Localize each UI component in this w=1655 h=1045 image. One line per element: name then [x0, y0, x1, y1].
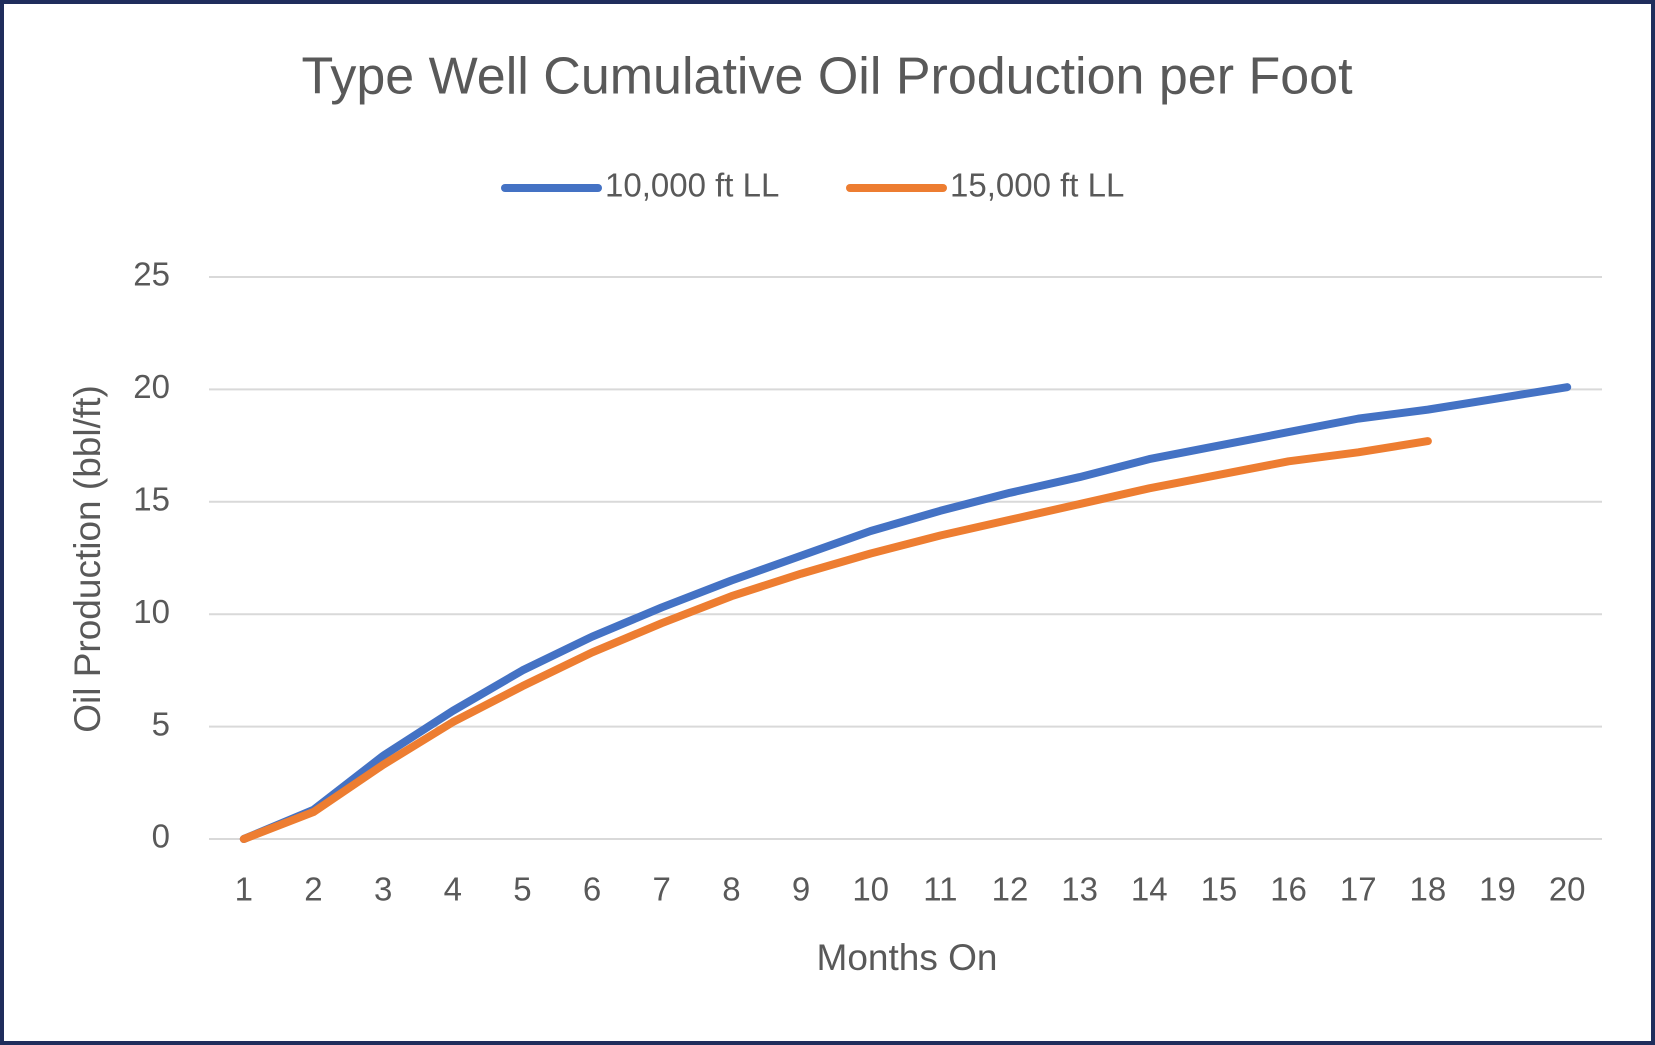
x-tick-label: 16	[1270, 871, 1307, 908]
x-tick-label: 10	[852, 871, 889, 908]
x-tick-label: 7	[653, 871, 671, 908]
x-tick-label: 19	[1479, 871, 1516, 908]
x-tick-label: 14	[1131, 871, 1168, 908]
series-line	[239, 383, 1572, 843]
x-tick-label: 1	[235, 871, 253, 908]
x-tick-label: 5	[513, 871, 531, 908]
y-tick-label: 0	[152, 818, 170, 855]
x-tick-label: 15	[1201, 871, 1238, 908]
y-tick-label: 10	[133, 593, 170, 630]
y-axis-label: Oil Production (bbl/ft)	[67, 385, 108, 733]
x-tick-label: 9	[792, 871, 810, 908]
x-axis-label: Months On	[817, 937, 998, 978]
x-tick-label: 8	[722, 871, 740, 908]
x-tick-label: 6	[583, 871, 601, 908]
x-tick-label: 3	[374, 871, 392, 908]
y-tick-label: 5	[152, 705, 170, 742]
y-tick-label: 20	[133, 368, 170, 405]
legend-label: 10,000 ft LL	[605, 167, 779, 204]
y-tick-label: 25	[133, 256, 170, 293]
y-tick-label: 15	[133, 481, 170, 518]
x-tick-label: 2	[304, 871, 322, 908]
legend-label: 15,000 ft LL	[950, 167, 1124, 204]
chart-title: Type Well Cumulative Oil Production per …	[301, 48, 1353, 106]
x-tick-label: 11	[923, 871, 957, 908]
x-tick-label: 4	[444, 871, 462, 908]
series-line	[239, 437, 1432, 843]
x-tick-label: 17	[1340, 871, 1377, 908]
x-tick-label: 12	[992, 871, 1029, 908]
x-tick-label: 18	[1410, 871, 1447, 908]
x-tick-label: 13	[1061, 871, 1098, 908]
x-tick-label: 20	[1549, 871, 1586, 908]
